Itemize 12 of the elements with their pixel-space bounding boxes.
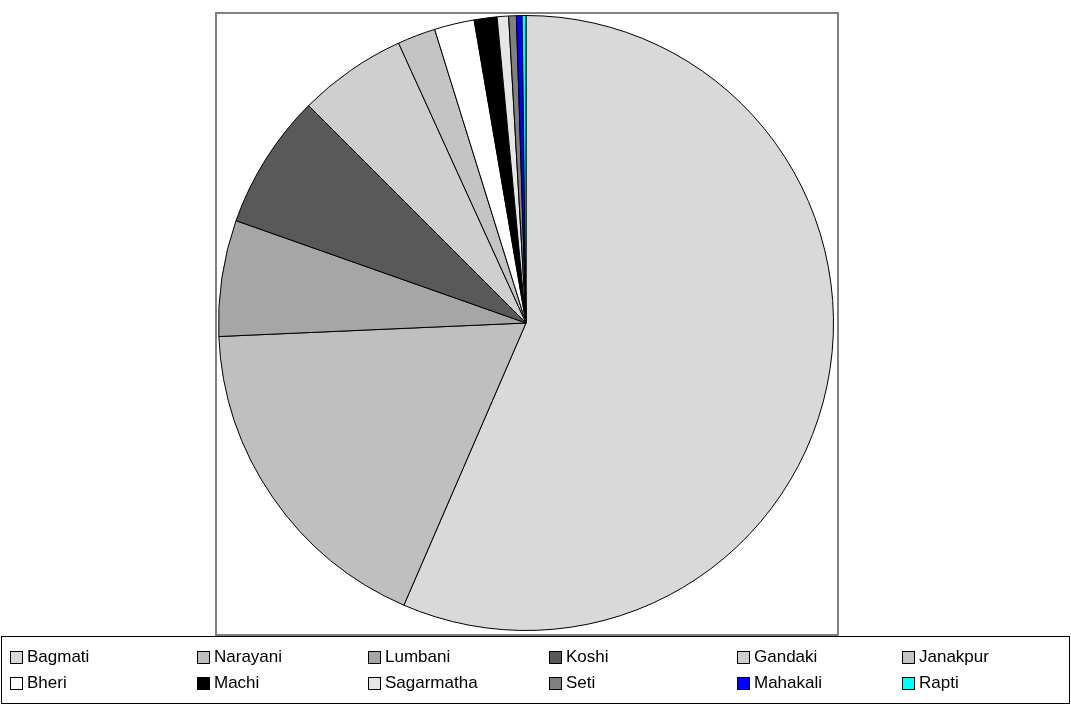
legend-label: Gandaki	[754, 647, 818, 667]
legend-label: Mahakali	[754, 673, 823, 693]
legend-label: Bagmati	[27, 647, 90, 667]
legend-label: Lumbani	[385, 647, 451, 667]
legend-label: Rapti	[919, 673, 959, 693]
legend-label: Narayani	[214, 647, 283, 667]
legend-label: Janakpur	[919, 647, 989, 667]
legend-label: Seti	[566, 673, 596, 693]
legend-label: Koshi	[566, 647, 609, 667]
legend-label: Sagarmatha	[385, 673, 478, 693]
legend-label: Bheri	[27, 673, 67, 693]
legend-label: Machi	[214, 673, 260, 693]
